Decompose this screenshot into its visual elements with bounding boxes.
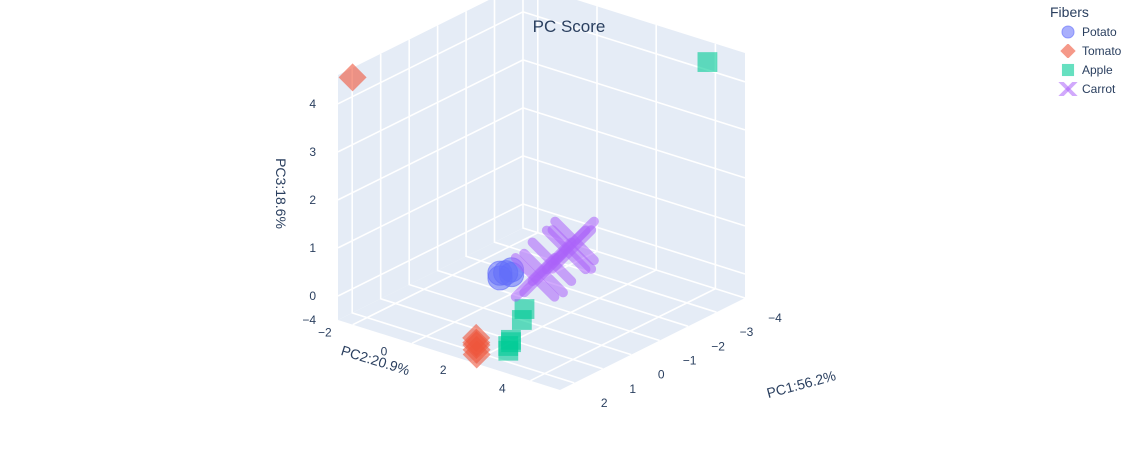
legend-symbol-diamond-icon (1060, 43, 1076, 58)
y-tick-label: 2 (440, 363, 447, 377)
chart-title: PC Score (532, 17, 606, 36)
scene-3d: −4 −3 −2 −1 0 1 2 −2 0 2 4 −4 0 1 2 3 4 PC1:56.2% PC2:20.9… (273, 0, 837, 410)
grid-line-z (337, 203, 746, 297)
data-point-apple (514, 299, 535, 319)
legend-marker (1058, 81, 1078, 96)
back-right-wall (523, 0, 745, 298)
legend-title: Fibers (1050, 4, 1089, 20)
grid-line-x (436, 25, 660, 342)
x-tick-label: −2 (711, 339, 725, 353)
legend-symbol-circle-icon (1061, 24, 1075, 39)
grid-line-z (337, 59, 746, 153)
x-tick-label: −4 (768, 311, 782, 325)
z-tick-label: 1 (309, 241, 316, 255)
legend-item-potato[interactable]: Potato (1050, 22, 1121, 41)
data-point-tomato (338, 63, 367, 92)
data-point-apple (501, 332, 521, 353)
z-tick-label: 3 (309, 145, 316, 159)
legend-label: Tomato (1082, 43, 1122, 58)
legend-marker (1060, 43, 1076, 58)
grid-line-x (522, 0, 746, 299)
data-point-tomato (462, 340, 491, 369)
data-point-carrot-stroke (510, 253, 560, 302)
grid-line-x (465, 11, 689, 328)
legend-item-carrot[interactable]: Carrot (1050, 79, 1121, 98)
grid-line-x (408, 39, 632, 356)
data-point-apple (697, 52, 718, 72)
data-point-potato (487, 265, 513, 291)
grid-line-z (337, 10, 746, 105)
series-apple (498, 52, 718, 361)
series-tomato (338, 63, 491, 369)
x-tick-label: −1 (683, 354, 697, 368)
x-tick-label: 1 (629, 382, 636, 396)
x-axis-title: PC1:56.2% (765, 367, 838, 401)
legend-symbol-x-icon (1058, 81, 1078, 96)
z-tick-label: −4 (302, 313, 316, 327)
grid-line-x (379, 53, 603, 370)
grid-line-y (411, 6, 598, 345)
legend-symbol-square-icon (1061, 63, 1075, 76)
legend-label: Potato (1082, 24, 1117, 39)
data-point-carrot (510, 253, 560, 302)
z-tick-label: 2 (309, 193, 316, 207)
legend-marker-stroke (1058, 81, 1078, 96)
y-axis-title: PC2:20.9% (339, 342, 411, 378)
y-tick-label: −2 (318, 326, 332, 340)
grid-line-y (530, 43, 717, 382)
grid-line-y (352, 0, 539, 326)
z-axis-title: PC3:18.6% (273, 158, 289, 229)
legend-item-apple[interactable]: Apple (1050, 60, 1121, 79)
series-carrot (510, 216, 599, 302)
y-tick-label: 0 (381, 344, 388, 358)
legend: Fibers Potato Tomato Apple Carrot (1050, 4, 1121, 98)
data-point-tomato (462, 323, 491, 352)
z-tick-label: 0 (309, 289, 316, 303)
series-potato (487, 257, 525, 291)
legend-marker (1061, 63, 1075, 76)
x-tick-label: 2 (601, 396, 608, 410)
legend-item-tomato[interactable]: Tomato (1050, 41, 1121, 60)
legend-marker (1061, 24, 1075, 39)
legend-label: Carrot (1082, 81, 1116, 96)
legend-label: Apple (1082, 62, 1113, 77)
grid-line-z (337, 155, 746, 249)
x-tick-label: 0 (658, 368, 665, 382)
y-tick-label: 4 (499, 382, 506, 396)
grid-line-y (470, 25, 658, 363)
grid-line-x (493, 0, 717, 313)
z-tick-label: 4 (309, 97, 316, 111)
grid-line-z (337, 107, 746, 201)
x-tick-label: −3 (740, 325, 754, 339)
floor-pane (338, 228, 745, 390)
